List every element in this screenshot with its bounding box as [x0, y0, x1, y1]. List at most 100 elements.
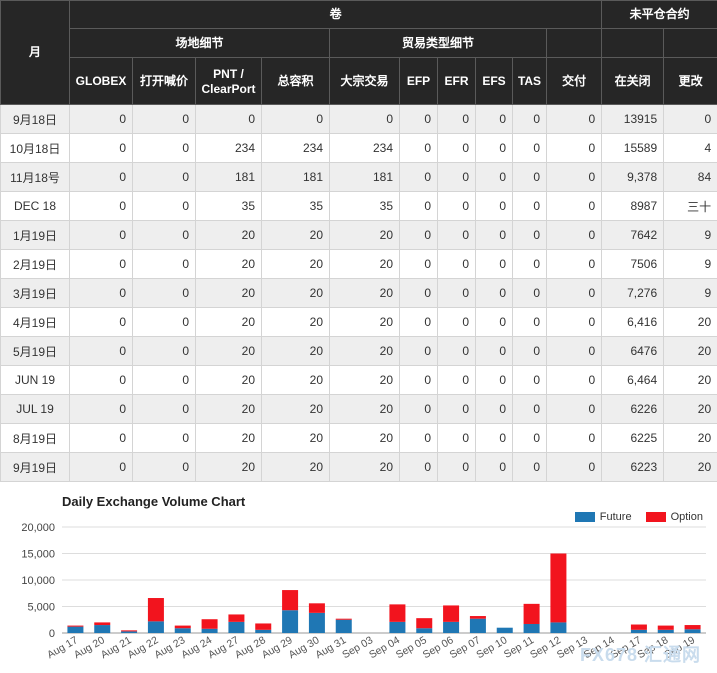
- cell-month: 10月18日: [0, 133, 70, 163]
- table-cell: 35: [261, 191, 330, 221]
- bar-option: [228, 614, 245, 622]
- table-cell: 4: [663, 133, 717, 163]
- bar-option: [94, 622, 111, 626]
- table-cell: 0: [545, 104, 603, 134]
- chart-title: Daily Exchange Volume Chart: [62, 494, 246, 509]
- bar-future: [416, 628, 433, 633]
- bar-future: [550, 622, 567, 633]
- table-cell: 0: [69, 394, 133, 424]
- table-cell: 0: [545, 365, 603, 395]
- header-trade-type-breakdown: 贸易类型细节: [329, 28, 547, 58]
- col-globex: GLOBEX: [69, 57, 133, 105]
- col-efs: EFS: [475, 57, 513, 105]
- x-tick-label: Sep 10: [474, 634, 509, 661]
- table-cell: 0: [132, 133, 196, 163]
- table-cell: 0: [437, 162, 476, 192]
- cell-month: 2月19日: [0, 249, 70, 279]
- legend-item-future[interactable]: Future: [574, 511, 632, 523]
- bar-future: [282, 610, 299, 633]
- cell-month: 3月19日: [0, 278, 70, 308]
- legend-swatch-option: [645, 512, 666, 522]
- table-cell: 0: [512, 307, 547, 337]
- table-row: 1月19日 0 0 20 20 20 0 0 0 0 0 7642 9: [0, 220, 717, 250]
- table-row: DEC 18 0 0 35 35 35 0 0 0 0 0 8987 三十: [0, 191, 717, 221]
- table-cell: 0: [437, 394, 476, 424]
- table-cell: 0: [132, 191, 196, 221]
- table-row: 9月18日 0 0 0 0 0 0 0 0 0 0 13915 0: [0, 104, 717, 134]
- bar-option: [443, 605, 460, 622]
- table-cell: 0: [69, 249, 133, 279]
- table-cell: 0: [475, 394, 513, 424]
- table-cell: 0: [69, 162, 133, 192]
- table-cell: 0: [132, 394, 196, 424]
- table-cell: 0: [545, 394, 603, 424]
- cell-month: 11月18号: [0, 162, 70, 192]
- cell-month: 8月19日: [0, 423, 70, 453]
- bar-future: [335, 619, 352, 633]
- bar-option: [201, 619, 218, 629]
- bar-future: [657, 629, 674, 633]
- table-cell: 0: [545, 220, 603, 250]
- bar-option: [255, 623, 272, 630]
- table-cell: 20: [329, 423, 400, 453]
- table-cell: 0: [437, 133, 476, 163]
- cell-month: JUN 19: [0, 365, 70, 395]
- table-cell: 234: [195, 133, 262, 163]
- y-tick-label: 0: [49, 628, 55, 640]
- table-cell: 6223: [601, 452, 665, 482]
- bar-option: [523, 603, 540, 624]
- table-cell: 20: [663, 423, 717, 453]
- table-cell: 20: [663, 307, 717, 337]
- cell-month: 5月19日: [0, 336, 70, 366]
- table-cell: 234: [329, 133, 400, 163]
- header-volume: 卷: [68, 0, 603, 29]
- table-cell: 0: [399, 191, 438, 221]
- table-row: 5月19日 0 0 20 20 20 0 0 0 0 0 6476 20: [0, 336, 717, 366]
- legend-item-option[interactable]: Option: [645, 511, 703, 523]
- y-tick-label: 10,000: [21, 575, 55, 587]
- table-cell: 0: [512, 452, 547, 482]
- bar-future: [201, 628, 218, 633]
- table-cell: 0: [512, 220, 547, 250]
- bar-future: [228, 621, 245, 633]
- table-row: JUN 19 0 0 20 20 20 0 0 0 0 0 6,464 20: [0, 365, 717, 395]
- table-cell: 0: [132, 104, 196, 134]
- table-cell: 20: [195, 423, 262, 453]
- table-cell: 6226: [601, 394, 665, 424]
- table-cell: 0: [437, 104, 476, 134]
- table-cell: 0: [545, 133, 603, 163]
- legend-swatch-future: [574, 512, 595, 522]
- table-cell: 0: [545, 249, 603, 279]
- table-cell: 9: [663, 249, 717, 279]
- bar-future: [684, 629, 701, 633]
- y-tick-label: 20,000: [21, 522, 55, 534]
- header-blank-2: [601, 28, 665, 58]
- bar-option: [121, 630, 138, 632]
- bar-future: [469, 618, 486, 633]
- table-cell: 0: [437, 191, 476, 221]
- cell-month: 9月18日: [0, 104, 70, 134]
- cell-month: JUL 19: [0, 394, 70, 424]
- col-tas: TAS: [512, 57, 547, 105]
- bar-option: [657, 625, 674, 630]
- table-cell: 0: [132, 452, 196, 482]
- table-cell: 0: [512, 423, 547, 453]
- table-cell: 20: [195, 336, 262, 366]
- table-cell: 7,276: [601, 278, 665, 308]
- table-cell: 0: [512, 162, 547, 192]
- table-cell: 0: [69, 191, 133, 221]
- table-cell: 20: [261, 423, 330, 453]
- table-cell: 20: [195, 220, 262, 250]
- col-delivery: 交付: [545, 57, 603, 105]
- table-cell: 0: [69, 307, 133, 337]
- table-cell: 20: [195, 278, 262, 308]
- table-cell: 20: [261, 452, 330, 482]
- table-cell: 20: [261, 278, 330, 308]
- table-cell: 7506: [601, 249, 665, 279]
- table-cell: 0: [399, 278, 438, 308]
- table-cell: 20: [663, 452, 717, 482]
- table-cell: 20: [663, 336, 717, 366]
- table-cell: 0: [399, 394, 438, 424]
- table-cell: 0: [545, 423, 603, 453]
- bar-future: [308, 612, 325, 633]
